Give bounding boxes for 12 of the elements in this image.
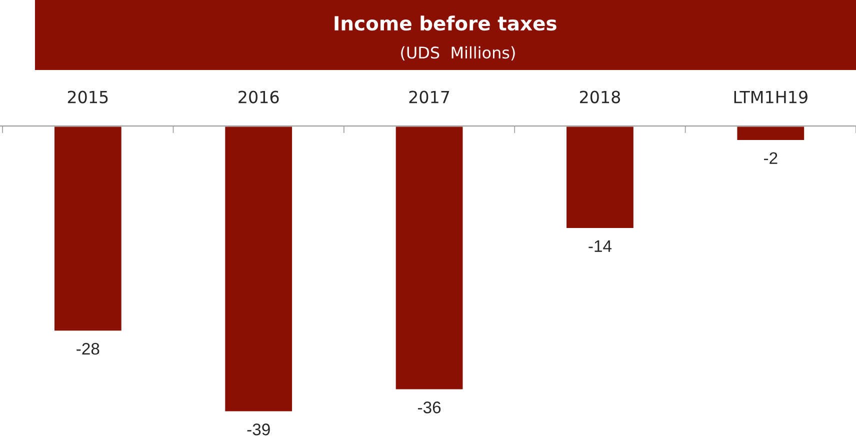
x-tick-label: 2016 xyxy=(238,90,279,104)
x-tick-label: 2017 xyxy=(409,90,450,104)
chart-title: Income before taxes xyxy=(334,16,556,31)
data-label: -28 xyxy=(76,342,100,355)
data-label: -14 xyxy=(588,240,612,252)
x-tick-label: LTM1H19 xyxy=(734,90,808,104)
data-label: -36 xyxy=(418,402,441,414)
data-label: -39 xyxy=(247,424,270,436)
x-tick-label: 2015 xyxy=(68,90,108,104)
chart-subtitle: (UDS Millions) xyxy=(401,46,515,61)
x-tick-label: 2018 xyxy=(580,90,620,104)
data-label: -2 xyxy=(764,152,778,164)
